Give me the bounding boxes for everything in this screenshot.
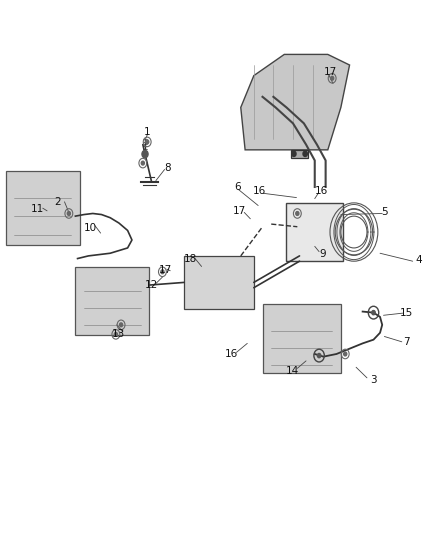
Polygon shape	[262, 304, 341, 373]
Text: 1: 1	[144, 127, 151, 138]
Text: 9: 9	[319, 249, 326, 260]
Text: 17: 17	[159, 265, 173, 274]
Polygon shape	[75, 266, 149, 335]
Text: 13: 13	[112, 329, 126, 339]
Circle shape	[141, 161, 145, 165]
Circle shape	[292, 151, 296, 157]
Text: 14: 14	[286, 366, 299, 376]
Circle shape	[161, 270, 164, 274]
Text: 10: 10	[84, 223, 97, 233]
Circle shape	[114, 333, 117, 336]
Text: 17: 17	[233, 206, 246, 216]
Text: 16: 16	[225, 349, 238, 359]
Circle shape	[372, 311, 375, 315]
Circle shape	[331, 76, 334, 80]
Text: 16: 16	[252, 185, 266, 196]
Circle shape	[67, 212, 71, 215]
Polygon shape	[184, 256, 254, 309]
Text: 7: 7	[403, 337, 410, 348]
Text: 5: 5	[381, 207, 388, 217]
Text: 8: 8	[164, 164, 171, 173]
Text: 6: 6	[234, 182, 241, 192]
Circle shape	[318, 353, 321, 358]
Polygon shape	[291, 150, 308, 158]
Text: 3: 3	[370, 375, 377, 385]
Circle shape	[120, 323, 123, 327]
Text: 4: 4	[415, 255, 422, 264]
Text: 12: 12	[145, 280, 158, 290]
Circle shape	[296, 212, 299, 215]
Circle shape	[303, 151, 307, 157]
Polygon shape	[6, 171, 80, 245]
Circle shape	[145, 140, 149, 144]
Text: 17: 17	[323, 67, 337, 77]
Polygon shape	[241, 54, 350, 150]
Circle shape	[344, 352, 347, 356]
Text: 15: 15	[399, 308, 413, 318]
Bar	[286, 203, 343, 261]
Text: 11: 11	[31, 204, 44, 214]
Circle shape	[142, 150, 148, 158]
Text: 18: 18	[184, 254, 198, 263]
Text: 16: 16	[314, 185, 328, 196]
Text: 2: 2	[55, 197, 61, 207]
